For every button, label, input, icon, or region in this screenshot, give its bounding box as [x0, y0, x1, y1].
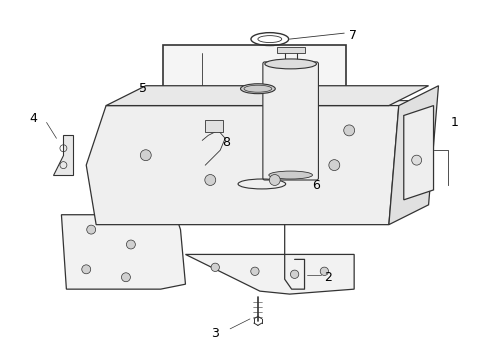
Polygon shape [53, 135, 74, 175]
Polygon shape [61, 215, 185, 289]
Circle shape [270, 175, 280, 185]
Polygon shape [185, 255, 354, 294]
Circle shape [126, 240, 135, 249]
Circle shape [82, 265, 91, 274]
Circle shape [291, 270, 299, 278]
Polygon shape [389, 86, 439, 225]
Circle shape [140, 150, 151, 161]
Text: 6: 6 [313, 179, 320, 193]
Circle shape [412, 155, 421, 165]
Text: 8: 8 [222, 136, 230, 149]
Polygon shape [404, 105, 434, 200]
Ellipse shape [269, 171, 313, 179]
Bar [205, 121, 223, 132]
Polygon shape [136, 100, 409, 111]
Circle shape [87, 225, 96, 234]
Circle shape [251, 267, 259, 275]
FancyBboxPatch shape [263, 62, 319, 180]
Text: 5: 5 [139, 82, 147, 95]
Text: 4: 4 [30, 112, 38, 125]
Text: 3: 3 [211, 327, 219, 340]
Polygon shape [86, 105, 399, 225]
Circle shape [205, 175, 216, 185]
Circle shape [329, 159, 340, 171]
Bar [163, 45, 346, 192]
Bar [277, 47, 305, 53]
Ellipse shape [265, 59, 317, 69]
Text: 2: 2 [324, 271, 332, 284]
Ellipse shape [241, 84, 275, 94]
Polygon shape [106, 86, 429, 105]
Circle shape [211, 263, 220, 271]
Circle shape [343, 125, 355, 136]
Circle shape [122, 273, 130, 282]
Text: 7: 7 [349, 29, 357, 42]
Text: 1: 1 [450, 116, 458, 129]
Circle shape [320, 267, 329, 275]
